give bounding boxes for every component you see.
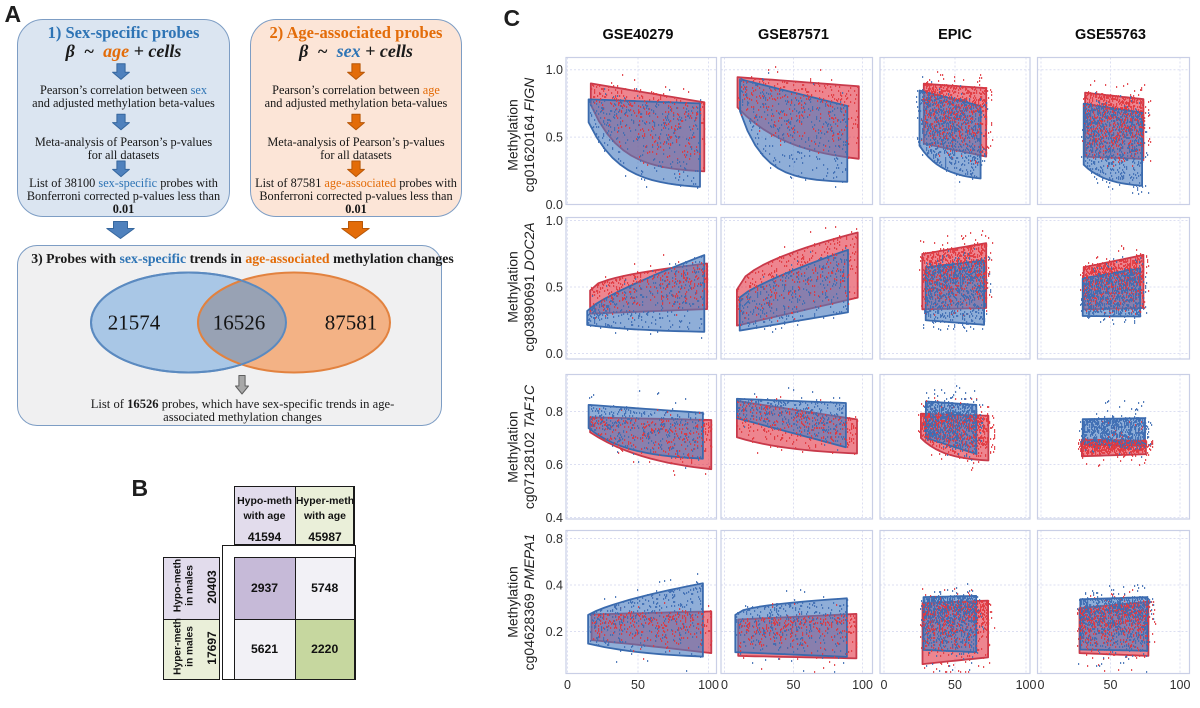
svg-text:Methylation: Methylation	[505, 566, 521, 638]
svg-text:cg07128102 TAF1C: cg07128102 TAF1C	[521, 384, 537, 509]
svg-text:0: 0	[1038, 678, 1045, 692]
svg-text:50: 50	[948, 678, 962, 692]
svg-text:0.8: 0.8	[546, 405, 563, 419]
svg-text:16526: 16526	[213, 311, 266, 335]
svg-text:0.5: 0.5	[546, 280, 563, 294]
svg-text:0: 0	[881, 678, 888, 692]
svg-text:100: 100	[1170, 678, 1191, 692]
svg-text:cg03890691 DOC2A: cg03890691 DOC2A	[521, 222, 537, 351]
svg-text:0.4: 0.4	[546, 578, 563, 592]
svg-text:EPIC: EPIC	[938, 27, 972, 43]
svg-text:100: 100	[852, 678, 873, 692]
svg-text:50: 50	[631, 678, 645, 692]
svg-text:0: 0	[564, 678, 571, 692]
svg-text:0.2: 0.2	[546, 625, 563, 639]
svg-text:0.0: 0.0	[546, 347, 563, 361]
svg-text:100: 100	[698, 678, 719, 692]
svg-text:1.0: 1.0	[546, 214, 563, 228]
svg-text:1.0: 1.0	[546, 63, 563, 77]
svg-text:21574: 21574	[108, 311, 161, 335]
svg-text:0.5: 0.5	[546, 130, 563, 144]
svg-text:GSE55763: GSE55763	[1075, 27, 1146, 43]
svg-text:Methylation: Methylation	[505, 251, 521, 323]
svg-text:50: 50	[1104, 678, 1118, 692]
svg-text:cg04628369 PMEPA1: cg04628369 PMEPA1	[521, 534, 537, 671]
svg-text:Methylation: Methylation	[505, 411, 521, 483]
svg-text:50: 50	[787, 678, 801, 692]
svg-text:GSE87571: GSE87571	[758, 27, 829, 43]
svg-text:0.0: 0.0	[546, 198, 563, 212]
svg-text:Methylation: Methylation	[505, 99, 521, 171]
svg-text:0.6: 0.6	[546, 458, 563, 472]
svg-text:0.4: 0.4	[546, 511, 563, 525]
svg-text:100: 100	[1016, 678, 1037, 692]
svg-text:cg01620164 FIGN: cg01620164 FIGN	[521, 77, 537, 192]
svg-text:87581: 87581	[325, 311, 378, 335]
svg-text:0: 0	[721, 678, 728, 692]
svg-text:GSE40279: GSE40279	[603, 27, 674, 43]
svg-text:0.8: 0.8	[546, 532, 563, 546]
